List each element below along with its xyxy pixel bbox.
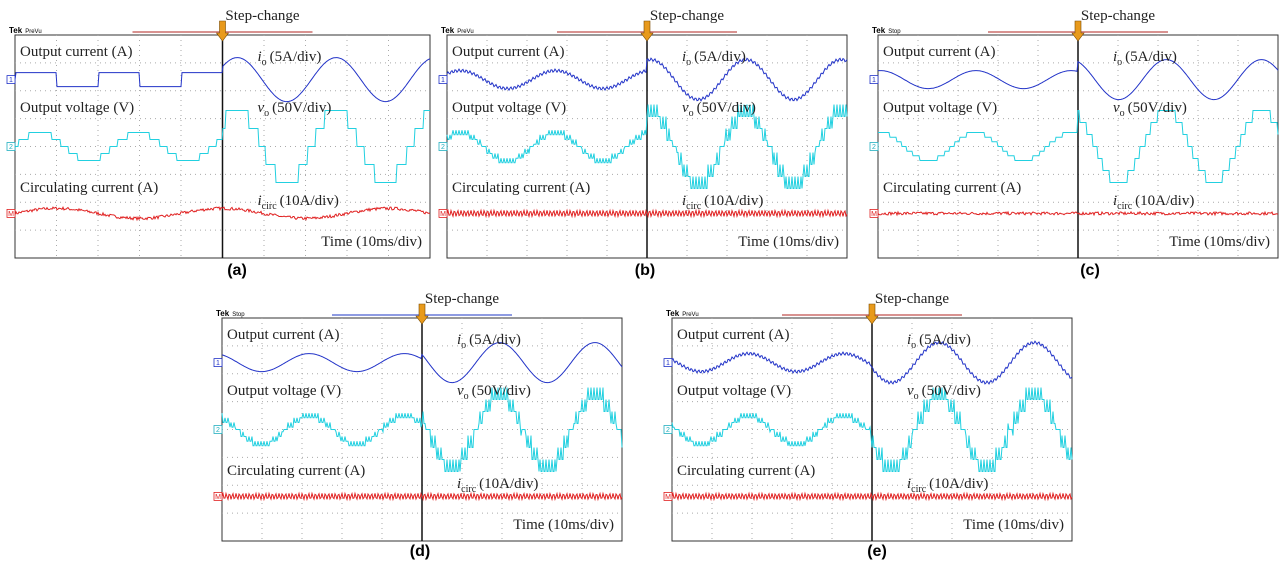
- scale: (5A/div): [1125, 49, 1177, 65]
- figure: Step-changeTekPreVu12MOutput current (A)…: [0, 0, 1287, 565]
- step-label: Step-change: [425, 291, 499, 307]
- channel-marker: 2: [872, 144, 876, 151]
- time-scale: Time (10ms/div): [513, 517, 614, 533]
- scope-status: TekStop: [216, 309, 245, 318]
- step-label: Step-change: [225, 8, 299, 24]
- scale: (50V/div): [922, 383, 981, 399]
- ch1-label: Output current (A): [883, 44, 995, 60]
- scale: (50V/div): [697, 100, 756, 116]
- channel-marker: M: [8, 211, 14, 218]
- ch2-label: Output voltage (V): [20, 100, 134, 116]
- channel-marker: 2: [216, 427, 220, 434]
- scale: (5A/div): [919, 332, 971, 348]
- ch3-label: Circulating current (A): [20, 180, 158, 196]
- scale: (10A/div): [929, 476, 988, 492]
- scale: (50V/div): [472, 383, 531, 399]
- scope-brand: Tek: [872, 26, 886, 35]
- step-label: Step-change: [875, 291, 949, 307]
- scope-status: TekPreVu: [441, 26, 474, 35]
- scale: (10A/div): [479, 476, 538, 492]
- channel-marker: 1: [441, 77, 445, 84]
- ch2-label: Output voltage (V): [883, 100, 997, 116]
- subscript: o: [911, 340, 916, 351]
- scope-brand: Tek: [666, 309, 680, 318]
- ch1-label: Output current (A): [677, 327, 789, 343]
- scope-mode: Stop: [888, 29, 901, 35]
- panel-caption: (b): [635, 262, 655, 279]
- ch1-label: Output current (A): [227, 327, 339, 343]
- scope-brand: Tek: [9, 26, 23, 35]
- channel-marker: 2: [441, 144, 445, 151]
- subscript: circ: [262, 201, 278, 212]
- channel-marker: 1: [9, 77, 13, 84]
- scope-mode: PreVu: [682, 312, 698, 318]
- scale: (50V/div): [272, 100, 331, 116]
- ch3-label: Circulating current (A): [452, 180, 590, 196]
- ch1-label: Output current (A): [20, 44, 132, 60]
- time-scale: Time (10ms/div): [1169, 234, 1270, 250]
- ch3-label: Circulating current (A): [677, 463, 815, 479]
- scope-brand: Tek: [216, 309, 230, 318]
- subscript: o: [264, 108, 269, 119]
- time-scale: Time (10ms/div): [963, 517, 1064, 533]
- subscript: o: [262, 57, 267, 68]
- ch2-label: Output voltage (V): [452, 100, 566, 116]
- scale: (50V/div): [1128, 100, 1187, 116]
- channel-marker: M: [665, 494, 671, 501]
- ch3-label: Circulating current (A): [883, 180, 1021, 196]
- ch3-label: Circulating current (A): [227, 463, 365, 479]
- subscript: circ: [1117, 201, 1133, 212]
- scope-brand: Tek: [441, 26, 455, 35]
- panel-caption: (c): [1080, 262, 1100, 279]
- subscript: o: [686, 57, 691, 68]
- channel-marker: 1: [216, 360, 220, 367]
- scale: (10A/div): [704, 193, 763, 209]
- step-label: Step-change: [1081, 8, 1155, 24]
- subscript: o: [1120, 108, 1125, 119]
- channel-marker: M: [440, 211, 446, 218]
- ch2-label: Output voltage (V): [677, 383, 791, 399]
- scale: (10A/div): [280, 193, 339, 209]
- subscript: circ: [686, 201, 702, 212]
- scale: (10A/div): [1135, 193, 1194, 209]
- scale: (5A/div): [469, 332, 521, 348]
- step-label: Step-change: [650, 8, 724, 24]
- scope-mode: PreVu: [25, 29, 41, 35]
- panel-caption: (a): [227, 262, 247, 279]
- time-scale: Time (10ms/div): [321, 234, 422, 250]
- subscript: o: [464, 391, 469, 402]
- channel-marker: 2: [666, 427, 670, 434]
- channel-marker: 2: [9, 144, 13, 151]
- subscript: circ: [461, 484, 477, 495]
- scope-mode: PreVu: [457, 29, 473, 35]
- channel-marker: M: [871, 211, 877, 218]
- time-scale: Time (10ms/div): [738, 234, 839, 250]
- scope-mode: Stop: [232, 312, 245, 318]
- scope-panel: Step-change TekStop 1 2 M Output current (A) O…: [870, 8, 1278, 258]
- subscript: o: [689, 108, 694, 119]
- channel-marker: M: [215, 494, 221, 501]
- subscript: o: [1117, 57, 1122, 68]
- panel-caption: (d): [410, 543, 430, 560]
- scale: (5A/div): [694, 49, 746, 65]
- subscript: circ: [911, 484, 927, 495]
- channel-marker: 1: [872, 77, 876, 84]
- ch2-label: Output voltage (V): [227, 383, 341, 399]
- subscript: o: [914, 391, 919, 402]
- scale: (5A/div): [270, 49, 322, 65]
- panel-caption: (e): [867, 543, 887, 560]
- channel-marker: 1: [666, 360, 670, 367]
- subscript: o: [461, 340, 466, 351]
- ch1-label: Output current (A): [452, 44, 564, 60]
